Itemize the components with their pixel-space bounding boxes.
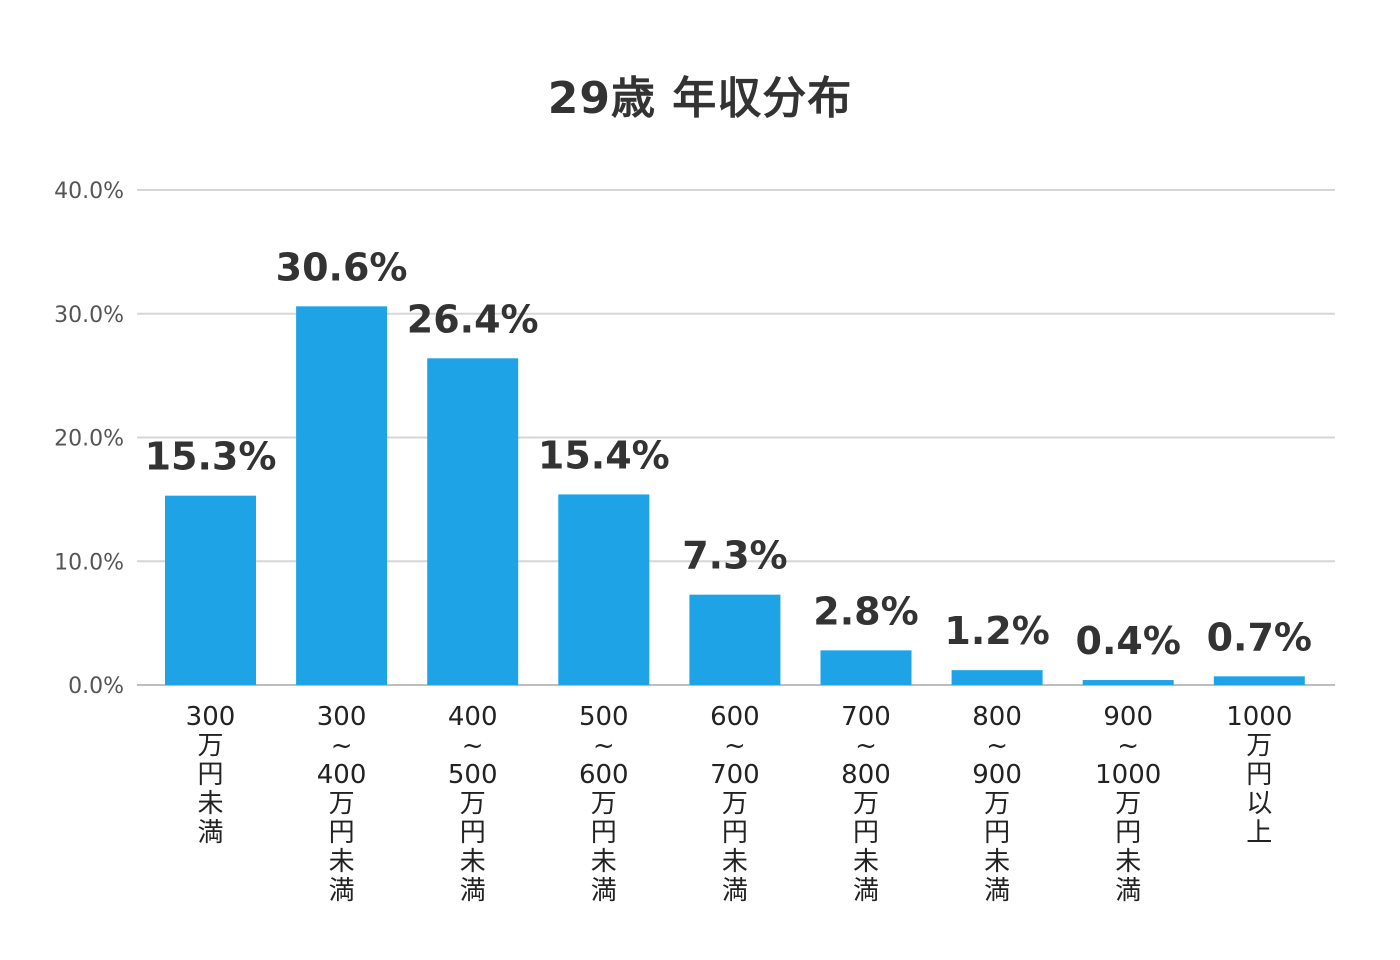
x-category-line: 800 [841,760,891,790]
data-label: 2.8% [813,589,918,633]
bar [951,670,1043,685]
chart-title: 29歳 年収分布 [547,73,853,124]
x-category-line: 未 [853,847,879,877]
data-label: 0.7% [1207,615,1312,659]
x-category-line: 万 [853,789,879,819]
y-tick-label: 20.0% [54,427,124,452]
x-category-line: 未 [329,847,355,877]
x-category-line: 未 [460,847,486,877]
x-category-line: 900 [972,760,1022,790]
x-axis-categories: 300万円未満300~400万円未満400~500万円未満500~600万円未満… [186,702,1293,906]
x-category-line: 万 [197,731,223,761]
x-category-line: 400 [317,760,367,790]
data-label: 30.6% [276,245,408,289]
bar [1213,676,1305,685]
x-category-line: ~ [1117,731,1139,761]
x-category-line: 未 [722,847,748,877]
x-category-line: 満 [722,876,748,906]
x-category-line: 700 [710,760,760,790]
y-tick-label: 10.0% [54,550,124,575]
data-label: 0.4% [1076,619,1181,663]
x-category-line: 万 [460,789,486,819]
x-category-line: 満 [984,876,1010,906]
data-label: 15.3% [145,435,277,479]
x-category-line: 700 [841,702,891,732]
x-category-line: 円 [591,818,617,848]
x-category-line: 1000 [1226,702,1292,732]
x-category-line: 万 [722,789,748,819]
x-category-line: 万 [984,789,1010,819]
bar [1082,680,1174,685]
x-category-line: 円 [722,818,748,848]
x-category-line: 円 [1246,760,1272,790]
x-category-line: 以 [1246,789,1272,819]
x-category-line: 満 [853,876,879,906]
x-category-line: 満 [460,876,486,906]
x-category-line: 未 [984,847,1010,877]
x-category-line: 万 [591,789,617,819]
x-category-line: 万 [1115,789,1141,819]
x-category-line: 600 [710,702,760,732]
y-axis-ticks: 0.0% 10.0% 20.0% 30.0% 40.0% [54,179,124,699]
x-category-line: ~ [724,731,746,761]
bar [820,650,912,685]
x-category-line: 600 [579,760,629,790]
x-category-line: 円 [1115,818,1141,848]
x-category-line: 未 [197,789,223,819]
x-category-line: 未 [1115,847,1141,877]
data-label: 7.3% [682,534,787,578]
y-tick-label: 40.0% [54,179,124,204]
data-label: 15.4% [538,433,670,477]
x-category-line: 円 [984,818,1010,848]
data-labels: 15.3% 30.6% 26.4% 15.4% 7.3% 2.8% 1.2% 0.4% 0.7% [145,245,1312,663]
x-category-line: 満 [591,876,617,906]
x-category-line: 800 [972,702,1022,732]
x-category-line: ~ [986,731,1008,761]
x-category-line: 500 [448,760,498,790]
bars [165,306,1305,685]
data-label: 1.2% [944,609,1049,653]
bar [296,306,388,685]
x-category-line: 500 [579,702,629,732]
x-category-line: 300 [186,702,236,732]
x-category-line: 円 [329,818,355,848]
x-category-line: ~ [593,731,615,761]
bar [689,594,781,685]
x-category-line: 円 [197,760,223,790]
x-category-line: 1000 [1095,760,1161,790]
bar [558,494,650,685]
x-category-line: 満 [197,818,223,848]
x-category-line: ~ [331,731,353,761]
x-category-line: 円 [460,818,486,848]
x-category-line: 万 [1246,731,1272,761]
x-category-line: 円 [853,818,879,848]
x-category-line: 万 [329,789,355,819]
y-tick-label: 0.0% [68,674,124,699]
x-category-line: ~ [462,731,484,761]
bar [427,358,519,685]
x-category-line: 900 [1103,702,1153,732]
bar [165,495,256,685]
y-tick-label: 30.0% [54,303,124,328]
x-category-line: 満 [1115,876,1141,906]
x-category-line: 満 [329,876,355,906]
data-label: 26.4% [407,297,539,341]
x-category-line: 400 [448,702,498,732]
x-category-line: 未 [591,847,617,877]
x-category-line: ~ [855,731,877,761]
x-category-line: 300 [317,702,367,732]
x-category-line: 上 [1246,818,1272,848]
